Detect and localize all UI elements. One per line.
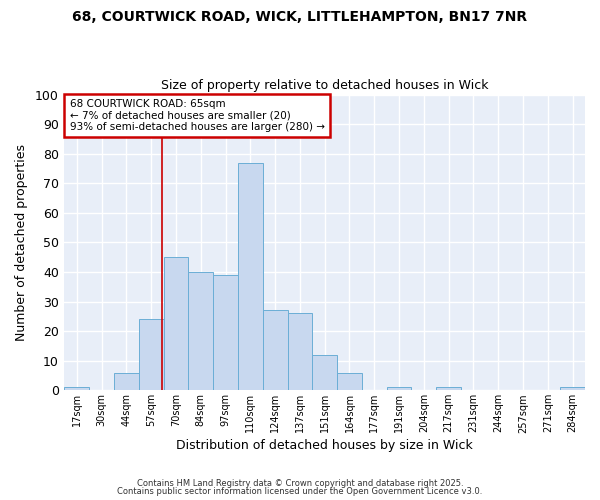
Text: Contains public sector information licensed under the Open Government Licence v3: Contains public sector information licen… [118, 487, 482, 496]
Text: 68 COURTWICK ROAD: 65sqm
← 7% of detached houses are smaller (20)
93% of semi-de: 68 COURTWICK ROAD: 65sqm ← 7% of detache… [70, 99, 325, 132]
Text: 68, COURTWICK ROAD, WICK, LITTLEHAMPTON, BN17 7NR: 68, COURTWICK ROAD, WICK, LITTLEHAMPTON,… [73, 10, 527, 24]
Bar [114, 372, 139, 390]
Bar [436, 388, 461, 390]
Bar [64, 388, 89, 390]
Text: Contains HM Land Registry data © Crown copyright and database right 2025.: Contains HM Land Registry data © Crown c… [137, 478, 463, 488]
Bar [139, 320, 164, 390]
Bar [560, 388, 585, 390]
Bar [312, 355, 337, 390]
Bar [337, 372, 362, 390]
Bar [386, 388, 412, 390]
Bar [188, 272, 213, 390]
Bar [213, 275, 238, 390]
Title: Size of property relative to detached houses in Wick: Size of property relative to detached ho… [161, 79, 488, 92]
X-axis label: Distribution of detached houses by size in Wick: Distribution of detached houses by size … [176, 440, 473, 452]
Bar [287, 314, 312, 390]
Bar [164, 257, 188, 390]
Bar [238, 162, 263, 390]
Bar [263, 310, 287, 390]
Y-axis label: Number of detached properties: Number of detached properties [15, 144, 28, 341]
